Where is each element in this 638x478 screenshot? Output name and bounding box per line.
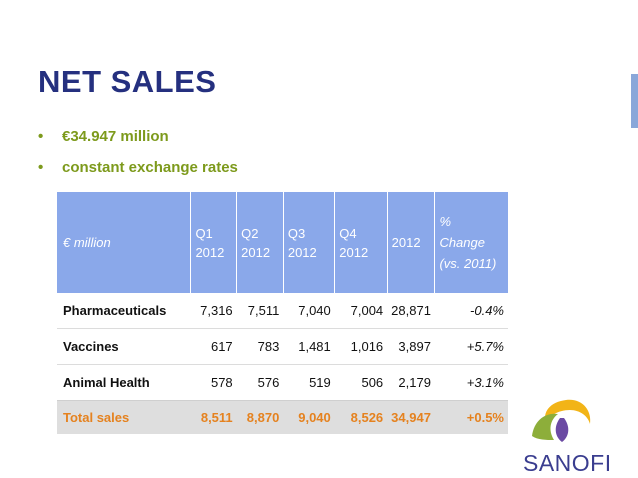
row-name: Vaccines <box>57 328 191 365</box>
total-name: Total sales <box>57 400 191 434</box>
cell-year: 28,871 <box>391 303 431 318</box>
table-row: Pharmaceuticals 7,316 7,511 7,040 7,004 … <box>57 293 508 329</box>
cell-change: -0.4% <box>470 303 504 318</box>
cell-q3: 7,040 <box>298 303 331 318</box>
cell-q1: 578 <box>190 364 237 401</box>
sanofi-wordmark: SANOFI <box>523 450 612 476</box>
cell-q2: 7,511 <box>247 303 280 318</box>
cell-q4: 506 <box>334 364 388 401</box>
table-row: Vaccines 617 783 1,481 1,016 3,897 +5.7% <box>57 328 508 365</box>
row-name: Pharmaceuticals <box>63 303 167 318</box>
cell-change: +3.1% <box>434 364 508 401</box>
header-unit-label: € million <box>57 192 192 293</box>
header-q3: Q3 2012 <box>283 192 336 293</box>
net-sales-table: € million Q1 2012 Q2 2012 Q3 2012 Q4 2012 20… <box>57 192 508 434</box>
cell-q3: 519 <box>283 364 335 401</box>
bullet-marker: • <box>38 128 44 145</box>
bullet-item: • €34.947 million <box>38 128 238 159</box>
bullet-marker: • <box>38 159 44 176</box>
table-row: Animal Health 578 576 519 506 2,179 +3.1… <box>57 364 508 401</box>
cell-year: 3,897 <box>387 328 435 365</box>
bullet-list: • €34.947 million • constant exchange ra… <box>38 128 238 190</box>
cell-q4: 7,004 <box>350 303 384 318</box>
header-q4: Q4 2012 <box>334 192 388 293</box>
header-q1: Q1 2012 <box>190 192 238 293</box>
total-year: 34,947 <box>387 400 435 434</box>
header-q2: Q2 2012 <box>236 192 284 293</box>
cell-q4: 1,016 <box>334 328 388 365</box>
cell-q1: 617 <box>190 328 237 365</box>
accent-side-bar <box>631 74 638 128</box>
total-q2: 8,870 <box>236 400 284 434</box>
cell-change: +5.7% <box>434 328 508 365</box>
slide-title: NET SALES <box>38 64 217 99</box>
total-q3: 9,040 <box>283 400 335 434</box>
cell-q2: 783 <box>236 328 284 365</box>
bullet-text: €34.947 million <box>62 128 169 145</box>
total-q4: 8,526 <box>334 400 388 434</box>
total-row: Total sales 8,511 8,870 9,040 8,526 34,9… <box>57 400 508 434</box>
row-name: Animal Health <box>57 364 191 401</box>
cell-q1: 7,316 <box>200 303 233 318</box>
header-year: 2012 <box>387 192 436 293</box>
sanofi-logo-icon <box>532 399 591 442</box>
total-q1: 8,511 <box>190 400 237 434</box>
header-change: % Change (vs. 2011) <box>434 192 508 293</box>
cell-year: 2,179 <box>387 364 435 401</box>
cell-q3: 1,481 <box>283 328 335 365</box>
table-header-row: € million Q1 2012 Q2 2012 Q3 2012 Q4 2012 20… <box>57 192 508 293</box>
cell-q2: 576 <box>236 364 284 401</box>
bullet-item: • constant exchange rates <box>38 159 238 190</box>
bullet-text: constant exchange rates <box>62 159 238 176</box>
total-change: +0.5% <box>434 400 508 434</box>
